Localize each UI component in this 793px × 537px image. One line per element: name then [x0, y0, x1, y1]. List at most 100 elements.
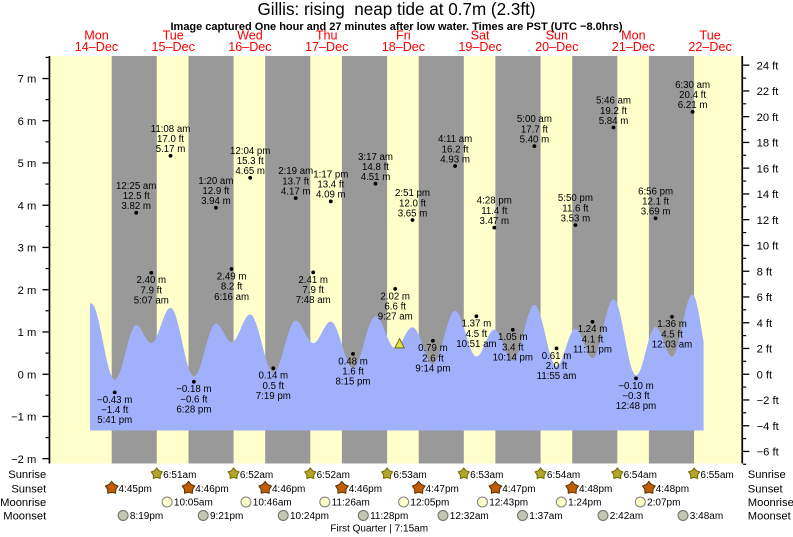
svg-text:20–Dec: 20–Dec	[535, 40, 578, 54]
svg-text:11.4 ft: 11.4 ft	[481, 206, 508, 217]
svg-text:14 ft: 14 ft	[757, 189, 780, 201]
svg-text:1:37am: 1:37am	[529, 511, 562, 522]
svg-text:1:17 pm: 1:17 pm	[313, 170, 348, 181]
svg-text:12.9 ft: 12.9 ft	[202, 186, 229, 197]
svg-text:Sunrise: Sunrise	[8, 469, 46, 481]
svg-text:5:46 am: 5:46 am	[596, 96, 631, 107]
svg-text:5.40 m: 5.40 m	[520, 134, 550, 145]
svg-text:2:42am: 2:42am	[610, 511, 643, 522]
svg-text:12.1 ft: 12.1 ft	[642, 197, 669, 208]
svg-text:2.02 m: 2.02 m	[380, 291, 410, 302]
svg-text:6.21 m: 6.21 m	[678, 100, 708, 111]
svg-text:16–Dec: 16–Dec	[228, 40, 271, 54]
svg-text:−1.4 ft: −1.4 ft	[101, 405, 129, 416]
svg-text:Sunset: Sunset	[11, 484, 47, 496]
svg-text:−4 ft: −4 ft	[757, 421, 780, 433]
svg-text:4 m: 4 m	[18, 200, 37, 212]
svg-text:Wed: Wed	[237, 29, 263, 43]
svg-text:4:45pm: 4:45pm	[119, 484, 152, 495]
svg-text:3.4 ft: 3.4 ft	[502, 342, 524, 353]
svg-text:2.41 m: 2.41 m	[298, 275, 328, 286]
svg-text:4.1 ft: 4.1 ft	[582, 334, 604, 345]
svg-text:2.0 ft: 2.0 ft	[546, 361, 568, 372]
svg-text:6 ft: 6 ft	[757, 292, 773, 304]
svg-text:11:26am: 11:26am	[332, 498, 370, 509]
svg-text:2:19 am: 2:19 am	[278, 166, 313, 177]
svg-text:1.05 m: 1.05 m	[498, 332, 528, 343]
svg-text:2:07pm: 2:07pm	[647, 498, 680, 509]
svg-text:Tue: Tue	[699, 29, 720, 43]
svg-text:16 ft: 16 ft	[757, 163, 780, 175]
svg-text:6:54am: 6:54am	[624, 470, 657, 481]
svg-text:Sunset: Sunset	[748, 484, 784, 496]
svg-text:7.9 ft: 7.9 ft	[302, 285, 324, 296]
svg-text:10:24pm: 10:24pm	[290, 511, 329, 522]
svg-text:11:11 pm: 11:11 pm	[573, 345, 612, 356]
svg-text:11:55 am: 11:55 am	[537, 371, 577, 382]
svg-text:5.17 m: 5.17 m	[156, 144, 186, 155]
svg-text:4.5 ft: 4.5 ft	[466, 329, 488, 340]
svg-text:3 m: 3 m	[18, 243, 37, 255]
svg-text:7 m: 7 m	[18, 74, 37, 86]
svg-text:19–Dec: 19–Dec	[458, 40, 501, 54]
svg-text:−2 m: −2 m	[11, 454, 36, 466]
svg-text:−2 ft: −2 ft	[757, 395, 780, 407]
svg-text:0.61 m: 0.61 m	[542, 351, 572, 362]
svg-text:8.2 ft: 8.2 ft	[221, 282, 243, 293]
svg-text:0.48 m: 0.48 m	[338, 356, 368, 367]
svg-text:22 ft: 22 ft	[757, 86, 780, 98]
svg-text:20.4 ft: 20.4 ft	[679, 90, 706, 101]
svg-text:7:48 am: 7:48 am	[296, 295, 331, 306]
svg-text:0.14 m: 0.14 m	[258, 371, 288, 382]
svg-text:7:19 pm: 7:19 pm	[256, 391, 291, 402]
svg-text:8:19pm: 8:19pm	[130, 511, 163, 522]
svg-text:4:46pm: 4:46pm	[195, 484, 228, 495]
svg-text:12 ft: 12 ft	[757, 215, 780, 227]
svg-text:1 m: 1 m	[18, 327, 37, 339]
svg-text:0 m: 0 m	[18, 369, 37, 381]
svg-text:12:05pm: 12:05pm	[410, 498, 449, 509]
svg-text:3.94 m: 3.94 m	[201, 196, 231, 207]
svg-text:10:14 pm: 10:14 pm	[493, 353, 533, 364]
svg-text:18 ft: 18 ft	[757, 138, 780, 150]
svg-text:5:07 am: 5:07 am	[134, 296, 169, 307]
svg-text:−0.43 m: −0.43 m	[97, 395, 132, 406]
svg-text:9:14 pm: 9:14 pm	[415, 364, 450, 375]
svg-text:6:16 am: 6:16 am	[214, 292, 249, 303]
svg-text:9:27 am: 9:27 am	[378, 312, 413, 323]
svg-text:0 ft: 0 ft	[757, 369, 773, 381]
svg-text:6:28 pm: 6:28 pm	[176, 405, 211, 416]
svg-text:10:46am: 10:46am	[253, 498, 292, 509]
svg-text:17–Dec: 17–Dec	[305, 40, 348, 54]
svg-text:11:08 am: 11:08 am	[151, 124, 191, 135]
svg-text:4:47pm: 4:47pm	[426, 484, 459, 495]
svg-text:6:56 pm: 6:56 pm	[638, 186, 673, 197]
svg-text:Tue: Tue	[163, 29, 184, 43]
svg-text:3:48am: 3:48am	[690, 511, 723, 522]
svg-text:4:46pm: 4:46pm	[349, 484, 382, 495]
svg-text:8:15 pm: 8:15 pm	[335, 377, 370, 388]
svg-text:4.93 m: 4.93 m	[440, 154, 470, 165]
svg-text:1.36 m: 1.36 m	[657, 319, 687, 330]
svg-text:6:52am: 6:52am	[317, 470, 350, 481]
svg-text:−0.3 ft: −0.3 ft	[622, 391, 650, 402]
svg-text:First Quarter | 7:15am: First Quarter | 7:15am	[330, 524, 428, 535]
svg-text:Moonrise: Moonrise	[748, 497, 793, 509]
svg-text:−0.6 ft: −0.6 ft	[180, 394, 208, 405]
svg-text:Sun: Sun	[546, 29, 568, 43]
svg-text:12.0 ft: 12.0 ft	[399, 198, 426, 209]
svg-text:12:04 pm: 12:04 pm	[230, 146, 270, 157]
svg-text:Fri: Fri	[396, 29, 411, 43]
svg-text:24 ft: 24 ft	[757, 60, 780, 72]
svg-text:12:48 pm: 12:48 pm	[616, 401, 656, 412]
svg-text:1:24pm: 1:24pm	[568, 498, 601, 509]
svg-text:20 ft: 20 ft	[757, 112, 780, 124]
svg-text:6:53am: 6:53am	[393, 470, 426, 481]
svg-text:2.40 m: 2.40 m	[136, 275, 166, 286]
svg-text:13.4 ft: 13.4 ft	[317, 180, 344, 191]
svg-text:21–Dec: 21–Dec	[612, 40, 655, 54]
svg-text:4:47pm: 4:47pm	[502, 484, 535, 495]
svg-text:12:03 am: 12:03 am	[652, 340, 692, 351]
svg-text:Gillis: rising neap tide at 0: Gillis: rising neap tide at 0.7m (2.3ft)	[258, 0, 536, 19]
svg-text:17.7 ft: 17.7 ft	[521, 124, 548, 135]
